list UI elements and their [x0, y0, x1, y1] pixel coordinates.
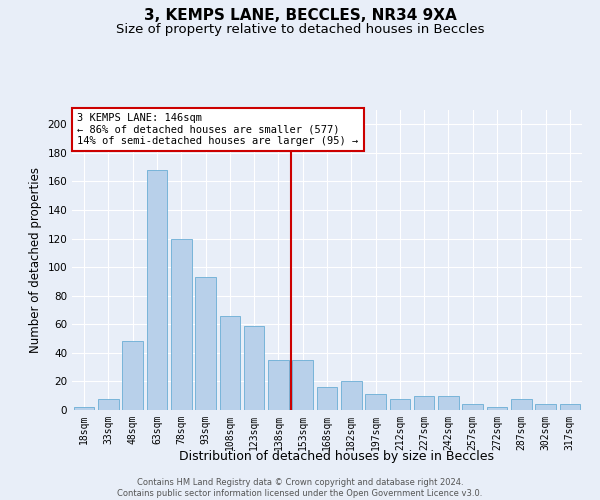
Bar — [268, 360, 289, 410]
Text: 3 KEMPS LANE: 146sqm
← 86% of detached houses are smaller (577)
14% of semi-deta: 3 KEMPS LANE: 146sqm ← 86% of detached h… — [77, 113, 358, 146]
Bar — [463, 404, 483, 410]
Bar — [317, 387, 337, 410]
Bar — [365, 394, 386, 410]
Bar — [195, 277, 216, 410]
Text: Contains HM Land Registry data © Crown copyright and database right 2024.
Contai: Contains HM Land Registry data © Crown c… — [118, 478, 482, 498]
Y-axis label: Number of detached properties: Number of detached properties — [29, 167, 42, 353]
Text: 3, KEMPS LANE, BECCLES, NR34 9XA: 3, KEMPS LANE, BECCLES, NR34 9XA — [143, 8, 457, 22]
Bar — [560, 404, 580, 410]
Bar — [98, 398, 119, 410]
Bar — [389, 398, 410, 410]
Bar — [74, 407, 94, 410]
Bar — [438, 396, 459, 410]
Bar — [535, 404, 556, 410]
Bar — [414, 396, 434, 410]
Text: Size of property relative to detached houses in Beccles: Size of property relative to detached ho… — [116, 22, 484, 36]
Bar — [146, 170, 167, 410]
Bar — [171, 238, 191, 410]
Bar — [244, 326, 265, 410]
Bar — [122, 342, 143, 410]
Bar — [292, 360, 313, 410]
Bar — [511, 398, 532, 410]
Bar — [487, 407, 508, 410]
Text: Distribution of detached houses by size in Beccles: Distribution of detached houses by size … — [179, 450, 494, 463]
Bar — [220, 316, 240, 410]
Bar — [341, 382, 362, 410]
